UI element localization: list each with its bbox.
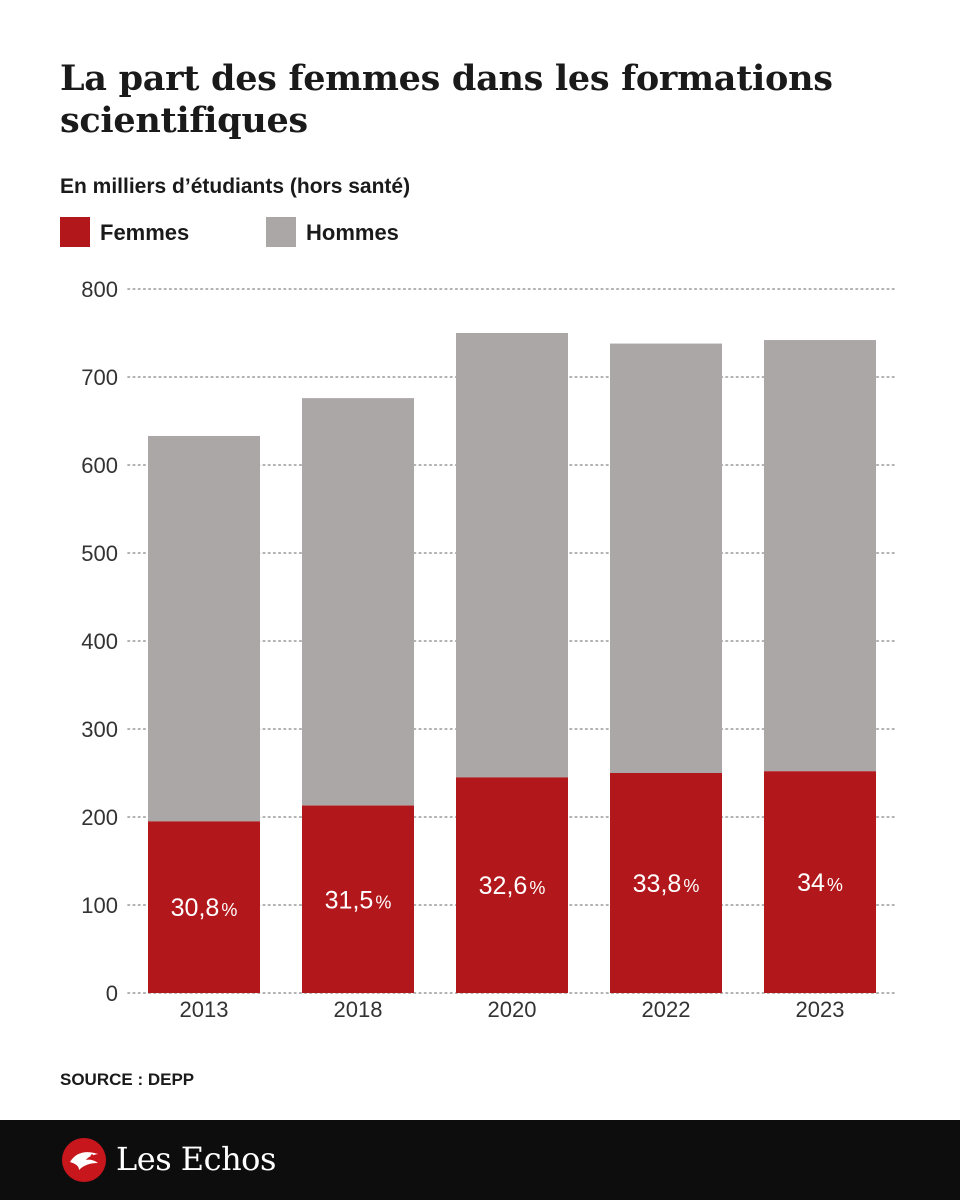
- bar-femmes-2018: [302, 805, 414, 993]
- data-label-femmes-2023: 34%: [797, 869, 843, 897]
- chart-subtitle: En milliers d’étudiants (hors santé): [60, 175, 411, 198]
- legend-swatch-femmes: [60, 217, 90, 247]
- data-label-femmes-2018: 31,5%: [325, 886, 392, 914]
- legend-swatch-hommes: [266, 217, 296, 247]
- x-tick-label-2020: 2020: [488, 997, 537, 1022]
- bar-hommes-2013: [148, 435, 260, 822]
- bar-hommes-2018: [302, 398, 414, 806]
- bar-femmes-2020: [456, 777, 568, 993]
- data-label-femmes-2020: 32,6%: [479, 872, 546, 900]
- y-tick-label-200: 200: [81, 805, 118, 830]
- y-tick-label-700: 700: [81, 365, 118, 390]
- y-tick-label-400: 400: [81, 629, 118, 654]
- bar-femmes-2022: [610, 773, 722, 993]
- y-tick-label-600: 600: [81, 453, 118, 478]
- y-tick-label-500: 500: [81, 541, 118, 566]
- brand-footer: Les Echos: [0, 1120, 960, 1200]
- source-note: SOURCE : DEPP: [60, 1070, 195, 1089]
- x-tick-label-2018: 2018: [334, 997, 383, 1022]
- legend-label-hommes: Hommes: [306, 220, 399, 245]
- stacked-bar-chart: 0 100 200 300 400 500 600 700 800 30,8 % 2013 31,5 % 2…: [81, 277, 898, 1022]
- bar-femmes-2023: [764, 771, 876, 993]
- y-tick-label-100: 100: [81, 893, 118, 918]
- bar-hommes-2023: [764, 340, 876, 772]
- legend-label-femmes: Femmes: [100, 220, 190, 245]
- y-tick-label-0: 0: [106, 981, 118, 1006]
- x-tick-label-2013: 2013: [180, 997, 229, 1022]
- data-label-femmes-2022: 33,8%: [633, 870, 700, 898]
- bar-hommes-2020: [456, 333, 568, 778]
- x-tick-label-2023: 2023: [796, 997, 845, 1022]
- y-tick-label-300: 300: [81, 717, 118, 742]
- brand-name: Les Echos: [116, 1140, 276, 1178]
- data-label-femmes-2013: 30,8%: [171, 894, 238, 922]
- bar-femmes-2013: [148, 821, 260, 993]
- chart-title: La part des femmes dans les formations s…: [60, 58, 833, 141]
- echos-bird-icon: [62, 1138, 106, 1182]
- bar-hommes-2022: [610, 343, 722, 773]
- x-tick-label-2022: 2022: [642, 997, 691, 1022]
- y-tick-label-800: 800: [81, 277, 118, 302]
